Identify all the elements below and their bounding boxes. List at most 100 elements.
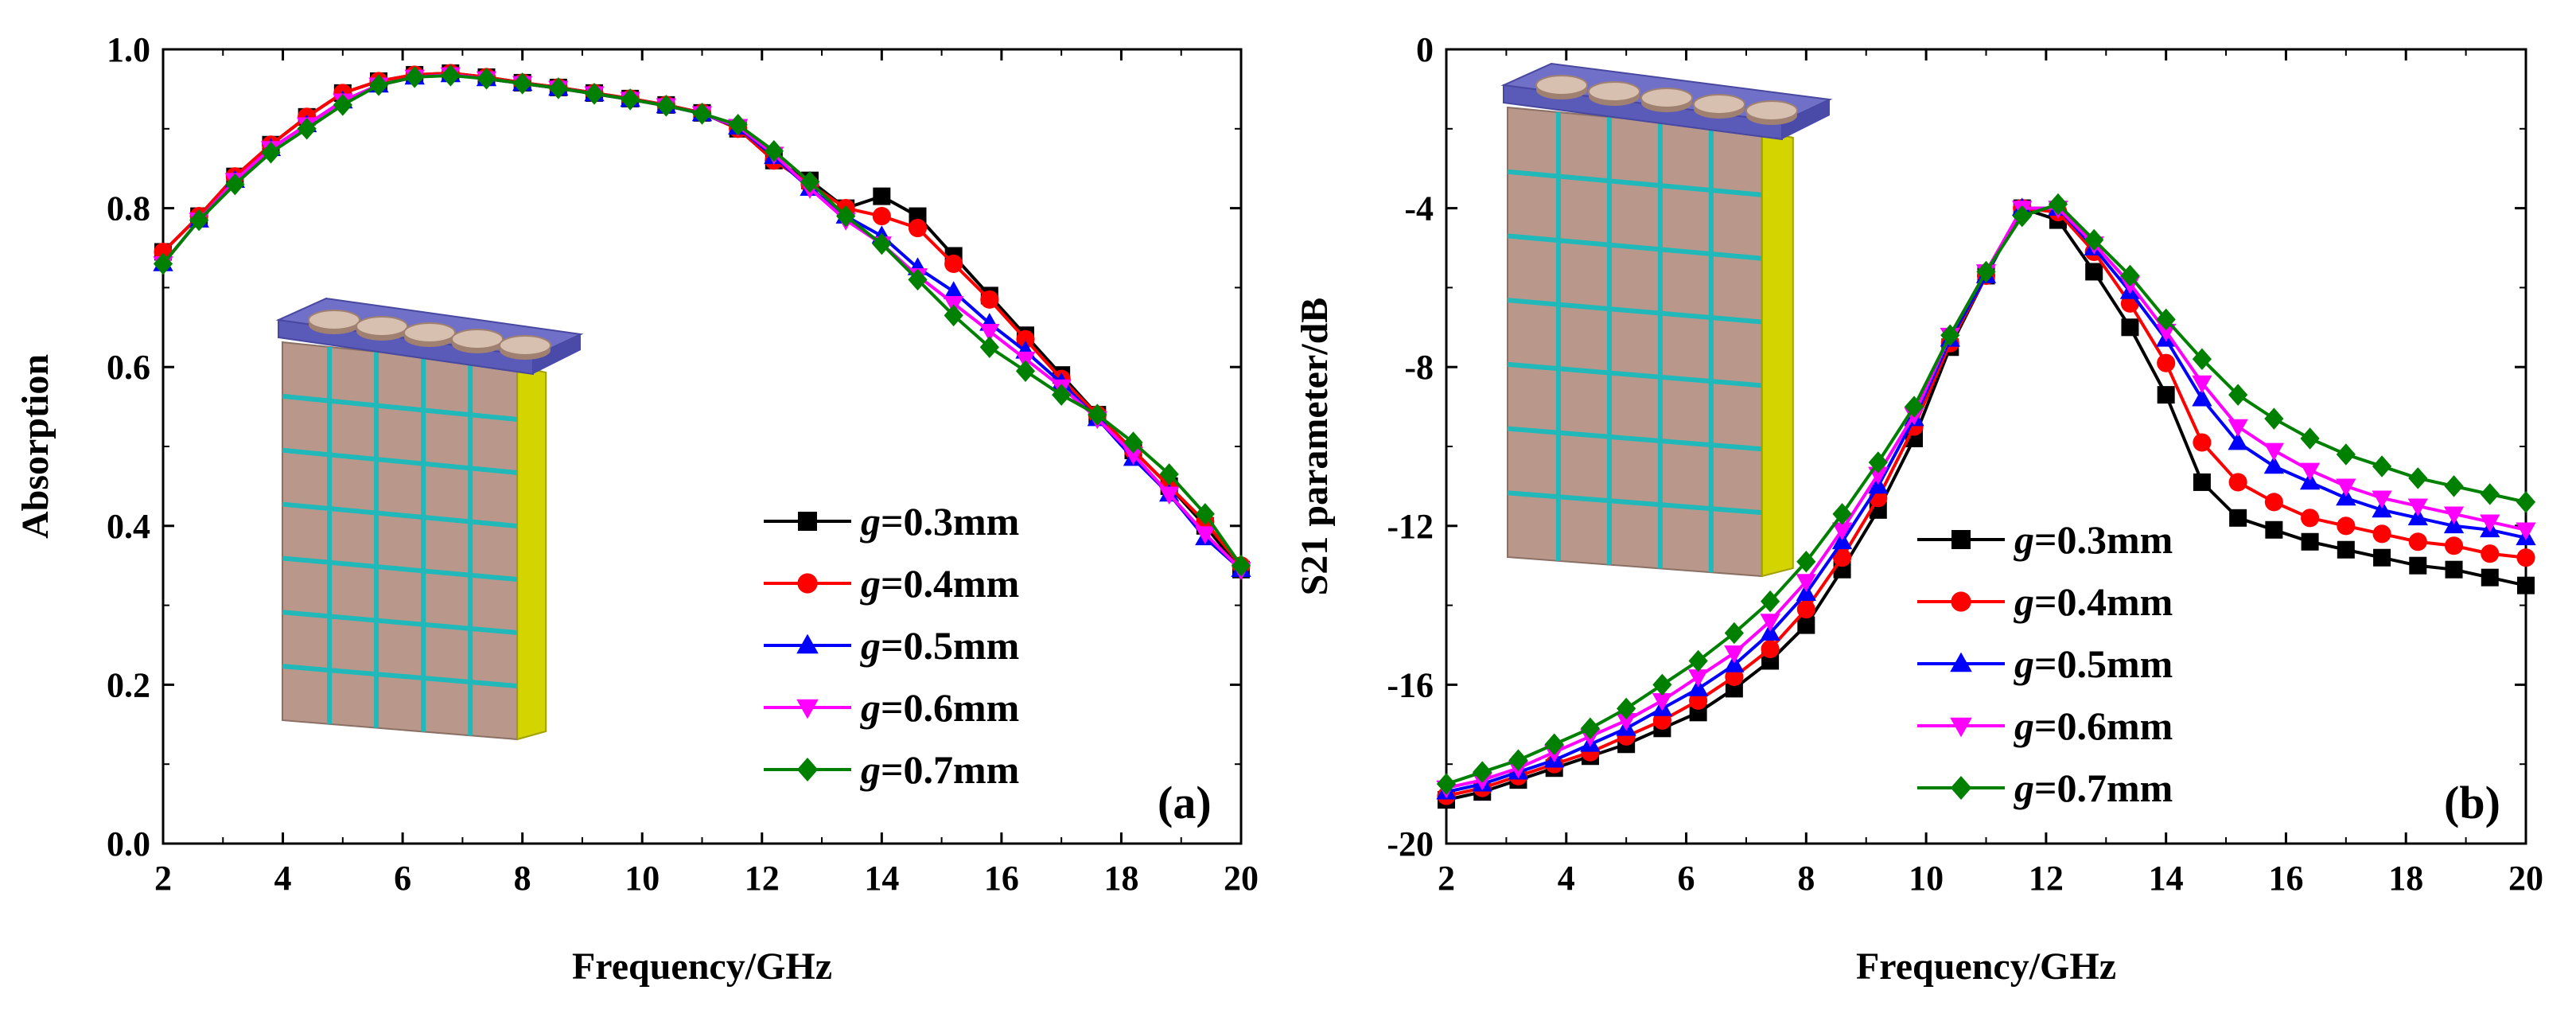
- data-point: [2337, 540, 2355, 559]
- data-point: [2228, 473, 2247, 492]
- y-tick-label: -12: [1387, 507, 1434, 546]
- x-tick-label: 4: [1558, 859, 1575, 898]
- inset-cylinder-top: [1745, 100, 1798, 121]
- inset-grid-line: [1507, 361, 1763, 388]
- inset-cylinder-top: [451, 329, 504, 349]
- legend-value: =0.7mm: [2034, 766, 2173, 810]
- legend-value: =0.3mm: [2034, 517, 2173, 562]
- data-point: [2228, 419, 2248, 438]
- inset-grid-line: [1507, 490, 1763, 516]
- data-point: [441, 64, 461, 87]
- data-point: [2192, 388, 2212, 407]
- inset-cylinder-top: [1640, 88, 1693, 108]
- inset-grid-line: [1507, 169, 1763, 197]
- data-point: [1123, 446, 1144, 466]
- data-point: [2193, 433, 2212, 452]
- data-point: [153, 252, 173, 275]
- data-point: [2336, 478, 2356, 497]
- data-point: [2372, 490, 2392, 509]
- data-point: [1868, 451, 1888, 474]
- data-point: [2084, 228, 2104, 251]
- inset-grid-line: [1507, 298, 1763, 325]
- data-point: [1580, 717, 1601, 740]
- x-tick-label: 12: [745, 859, 780, 898]
- data-point: [908, 268, 928, 291]
- legend-variable: g: [2014, 517, 2034, 562]
- legend-variable: g: [860, 561, 881, 606]
- x-axis-label: Frequency/GHz: [572, 945, 832, 988]
- x-tick-label: 16: [984, 859, 1019, 898]
- legend-marker: [1950, 776, 1972, 800]
- inset-grid-line: [282, 555, 518, 582]
- data-point: [2408, 467, 2428, 489]
- data-point: [2444, 475, 2464, 497]
- data-point: [908, 219, 928, 238]
- data-point: [800, 170, 820, 193]
- x-tick-label: 16: [2268, 859, 2303, 898]
- data-point: [2120, 264, 2140, 287]
- data-point: [548, 77, 568, 99]
- data-point: [584, 83, 605, 105]
- data-point: [333, 94, 352, 116]
- data-point: [297, 118, 317, 140]
- legend-value: =0.7mm: [881, 747, 1019, 792]
- data-point: [1015, 360, 1036, 382]
- inset-cylinder-top: [1588, 81, 1640, 102]
- data-point: [1760, 614, 1780, 632]
- data-point: [1761, 639, 1780, 659]
- data-point: [2516, 548, 2535, 567]
- data-point: [1904, 396, 1924, 418]
- data-point: [2121, 318, 2139, 337]
- x-tick-label: 18: [2388, 859, 2423, 898]
- data-point: [2264, 407, 2284, 430]
- data-point: [2516, 522, 2536, 540]
- legend-variable: g: [2014, 704, 2034, 748]
- series-0-7mm: [153, 64, 1251, 577]
- legend-marker: [1951, 591, 1971, 612]
- data-point: [477, 68, 496, 90]
- x-tick-label: 2: [1438, 859, 1455, 898]
- data-point: [2228, 384, 2248, 406]
- data-point: [2156, 308, 2176, 331]
- legend-variable: g: [2014, 766, 2034, 810]
- legend-label: g=0.4mm: [860, 561, 1019, 606]
- y-tick-label: -4: [1404, 189, 1434, 228]
- data-point: [1159, 463, 1179, 485]
- y-tick-label: -8: [1404, 348, 1434, 387]
- data-point: [2481, 544, 2500, 563]
- legend-variable: g: [860, 623, 881, 668]
- data-point: [2012, 205, 2032, 228]
- data-point: [1940, 324, 1960, 347]
- inset-cylinder-top: [1535, 75, 1588, 95]
- data-point: [2229, 509, 2247, 527]
- data-point: [1797, 616, 1815, 634]
- y-tick-label: 1.0: [107, 30, 150, 69]
- structure-inset-illustration: [1500, 62, 1833, 578]
- data-point: [980, 290, 999, 309]
- data-point: [1652, 673, 1672, 696]
- data-point: [512, 72, 532, 95]
- inset-side-panel: [516, 364, 547, 741]
- data-point: [728, 114, 748, 136]
- data-point: [2157, 386, 2175, 404]
- legend-marker: [1950, 717, 1972, 738]
- data-point: [405, 66, 425, 88]
- legend-label: g=0.5mm: [860, 623, 1019, 668]
- data-point: [2481, 568, 2499, 587]
- data-point: [1796, 600, 1815, 619]
- legend-value: =0.6mm: [2034, 704, 2173, 748]
- inset-grid-line: [282, 393, 518, 422]
- data-point: [836, 205, 856, 228]
- y-tick-label: -20: [1387, 824, 1434, 863]
- x-tick-label: 4: [274, 859, 292, 898]
- data-point: [2372, 455, 2392, 477]
- x-tick-label: 6: [1678, 859, 1695, 898]
- data-point: [2301, 509, 2320, 528]
- data-point: [2085, 263, 2103, 281]
- x-tick-label: 10: [1909, 859, 1944, 898]
- data-point: [1617, 697, 1636, 720]
- inset-cylinder-top: [403, 322, 456, 343]
- inset-grid-line: [282, 501, 518, 528]
